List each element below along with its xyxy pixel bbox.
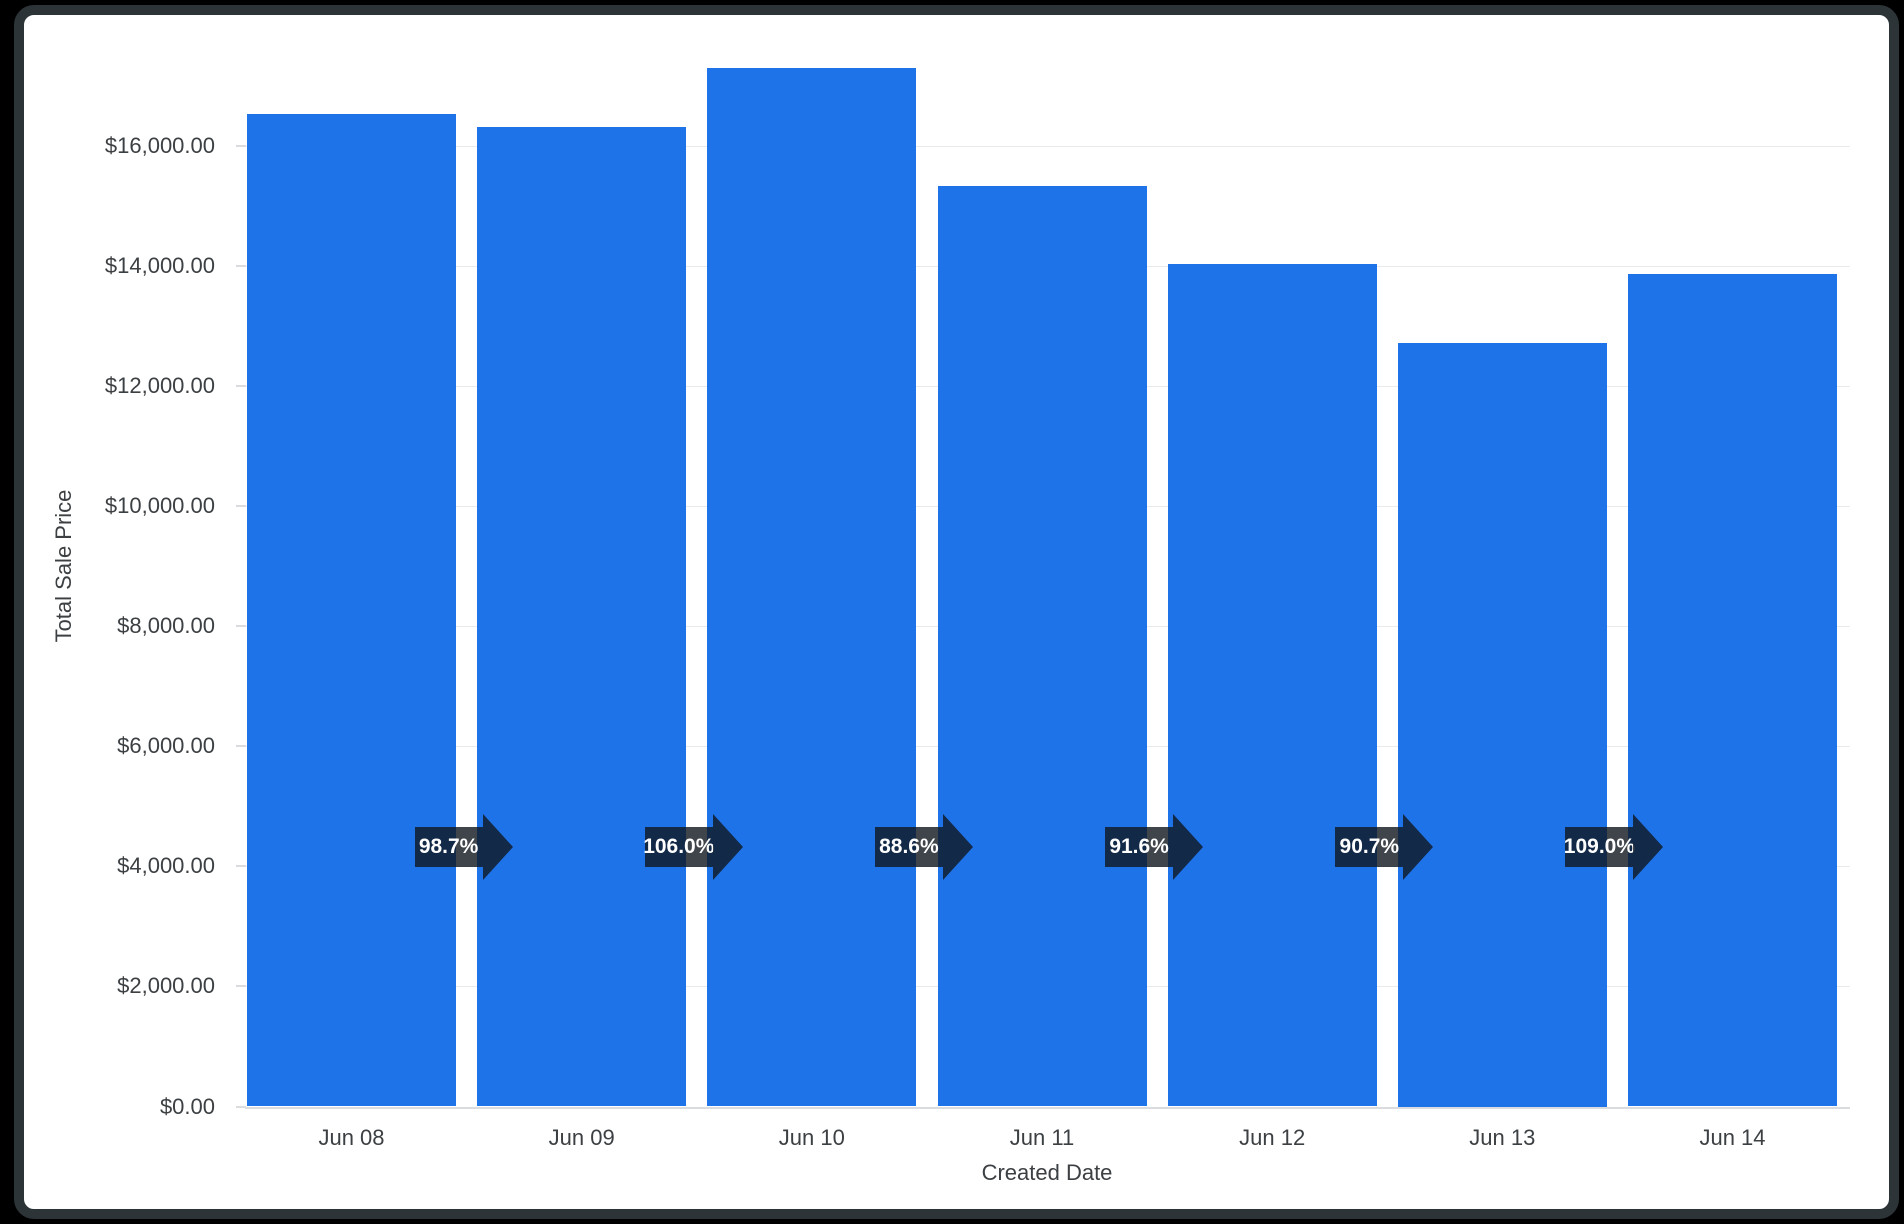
- y-tick-label: $16,000.00: [104, 132, 215, 158]
- y-tick-label: $12,000.00: [104, 372, 215, 398]
- bar-jun-10[interactable]: [707, 68, 917, 1107]
- pct-change-value: 91.6%: [1105, 827, 1174, 867]
- pct-change-value: 106.0%: [643, 827, 714, 867]
- x-tick-label: Jun 13: [1469, 1125, 1536, 1150]
- y-tick-label: $0.00: [159, 1093, 215, 1119]
- y-tick-mark: [236, 625, 246, 627]
- pct-change-badge: 109.0%: [1564, 814, 1664, 880]
- bar-jun-12[interactable]: [1167, 264, 1377, 1107]
- y-tick-mark: [236, 504, 246, 507]
- gridline: [245, 145, 1850, 147]
- bar-jun-11[interactable]: [937, 186, 1147, 1107]
- x-axis-title: Created Date: [981, 1160, 1113, 1185]
- arrow-right-icon: [1173, 814, 1204, 880]
- y-tick-mark: [236, 384, 246, 387]
- y-tick-mark: [236, 144, 246, 147]
- x-tick-label: Jun 14: [1699, 1125, 1766, 1150]
- pct-change-value: 88.6%: [874, 827, 943, 867]
- bar-jun-14[interactable]: [1628, 274, 1837, 1107]
- arrow-right-icon: [1633, 814, 1664, 880]
- y-axis-title: Total Sale Price: [51, 489, 76, 643]
- y-tick-mark: [236, 1105, 246, 1108]
- arrow-right-icon: [942, 814, 973, 880]
- pct-change-badge: 98.7%: [414, 814, 513, 880]
- x-tick-label: Jun 09: [548, 1125, 615, 1150]
- y-tick-mark: [236, 985, 246, 988]
- y-tick-mark: [236, 865, 246, 868]
- x-axis-line: [245, 1106, 1850, 1109]
- y-tick-mark: [236, 745, 246, 748]
- bar-jun-08[interactable]: [247, 114, 456, 1107]
- pct-change-badge: 106.0%: [643, 814, 743, 880]
- y-tick-label: $8,000.00: [117, 613, 215, 638]
- arrow-right-icon: [712, 814, 743, 880]
- x-tick-label: Jun 12: [1239, 1125, 1306, 1150]
- y-tick-mark: [236, 264, 246, 267]
- y-tick-label: $14,000.00: [104, 252, 215, 278]
- pct-change-value: 98.7%: [414, 827, 483, 867]
- pct-change-value: 90.7%: [1335, 827, 1404, 867]
- arrow-right-icon: [482, 814, 513, 880]
- bar-jun-09[interactable]: [477, 127, 687, 1107]
- x-tick-label: Jun 08: [318, 1125, 385, 1150]
- pct-change-badge: 90.7%: [1335, 814, 1434, 880]
- y-tick-label: $10,000.00: [104, 492, 215, 518]
- x-tick-label: Jun 10: [778, 1125, 845, 1150]
- arrow-right-icon: [1403, 814, 1434, 880]
- y-tick-label: $2,000.00: [117, 973, 215, 999]
- x-tick-label: Jun 11: [1009, 1125, 1075, 1150]
- pct-change-badge: 91.6%: [1105, 814, 1204, 880]
- y-tick-label: $6,000.00: [117, 733, 215, 759]
- pct-change-badge: 88.6%: [874, 814, 973, 880]
- bar-jun-13[interactable]: [1397, 342, 1607, 1107]
- y-tick-label: $4,000.00: [117, 853, 215, 879]
- pct-change-value: 109.0%: [1564, 827, 1635, 867]
